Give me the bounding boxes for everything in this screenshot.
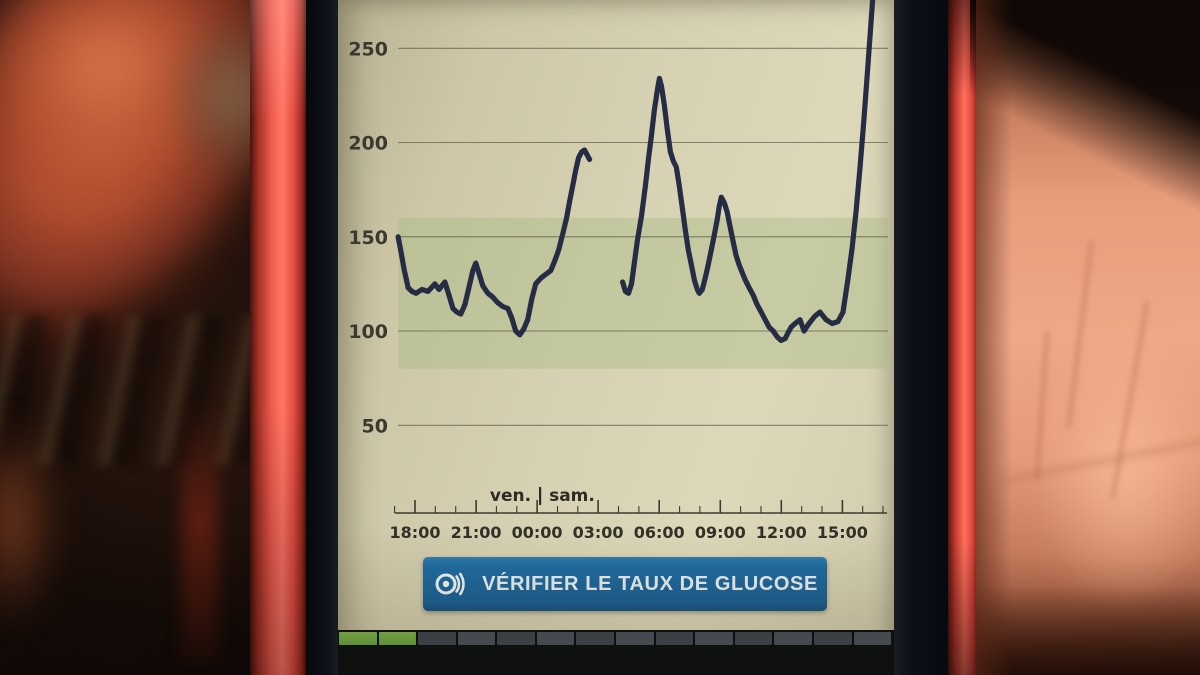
palm-shadow-bottom — [976, 585, 1200, 675]
sensor-segment-active — [378, 632, 417, 645]
y-tick-label: 100 — [348, 321, 388, 343]
sensor-segment — [695, 632, 733, 645]
x-tick-label: 06:00 — [634, 523, 685, 542]
y-tick-label: 50 — [362, 415, 388, 437]
phone-screen: 250 200 150 100 50 18:00 21:00 00:00 03:00 06:00 0… — [338, 0, 894, 675]
y-tick-label: 150 — [348, 227, 388, 249]
sensor-segment-active — [339, 632, 377, 645]
phone-case-left-edge — [250, 0, 306, 675]
x-tick-label: 12:00 — [756, 523, 807, 542]
check-glucose-button-label: VÉRIFIER LE TAUX DE GLUCOSE — [482, 572, 818, 595]
day-label-saturday: sam. — [549, 486, 595, 506]
x-tick-label: 21:00 — [451, 523, 502, 542]
glucose-trace — [620, 0, 876, 343]
x-tick-label: 18:00 — [390, 523, 441, 542]
sensor-segment — [576, 632, 615, 645]
glucose-trace — [395, 147, 593, 338]
check-glucose-button[interactable]: VÉRIFIER LE TAUX DE GLUCOSE — [423, 557, 827, 611]
y-tick-label: 200 — [348, 133, 388, 155]
nfc-scan-icon — [435, 572, 465, 596]
sensor-segment — [655, 632, 694, 645]
sensor-segment — [616, 632, 654, 645]
sensor-segment — [734, 632, 773, 645]
sensor-segment — [418, 632, 456, 645]
x-tick-label: 03:00 — [573, 523, 624, 542]
sensor-segment-row — [339, 632, 892, 645]
sensor-segment — [813, 632, 852, 645]
target-range-band — [398, 217, 888, 369]
y-tick-label: 250 — [348, 38, 388, 60]
glucose-chart: 250 200 150 100 50 18:00 21:00 00:00 03:00 06:00 0… — [348, 0, 888, 542]
phone-bezel-right — [894, 0, 948, 675]
case-reflection — [182, 405, 218, 660]
sensor-segment — [497, 632, 535, 645]
sensor-segment — [536, 632, 575, 645]
phone-bezel-left — [306, 0, 338, 675]
palm-highlight — [1030, 330, 1200, 610]
sensor-progress-bar — [338, 630, 894, 675]
x-tick-label: 00:00 — [512, 523, 563, 542]
sensor-segment — [853, 632, 892, 645]
sensor-segment — [774, 632, 812, 645]
day-label-friday: ven. — [490, 486, 531, 506]
palm-edge-shadow — [976, 0, 1012, 675]
x-tick-label: 09:00 — [695, 523, 746, 542]
x-tick-label: 15:00 — [817, 523, 868, 542]
sensor-segment — [457, 632, 496, 645]
